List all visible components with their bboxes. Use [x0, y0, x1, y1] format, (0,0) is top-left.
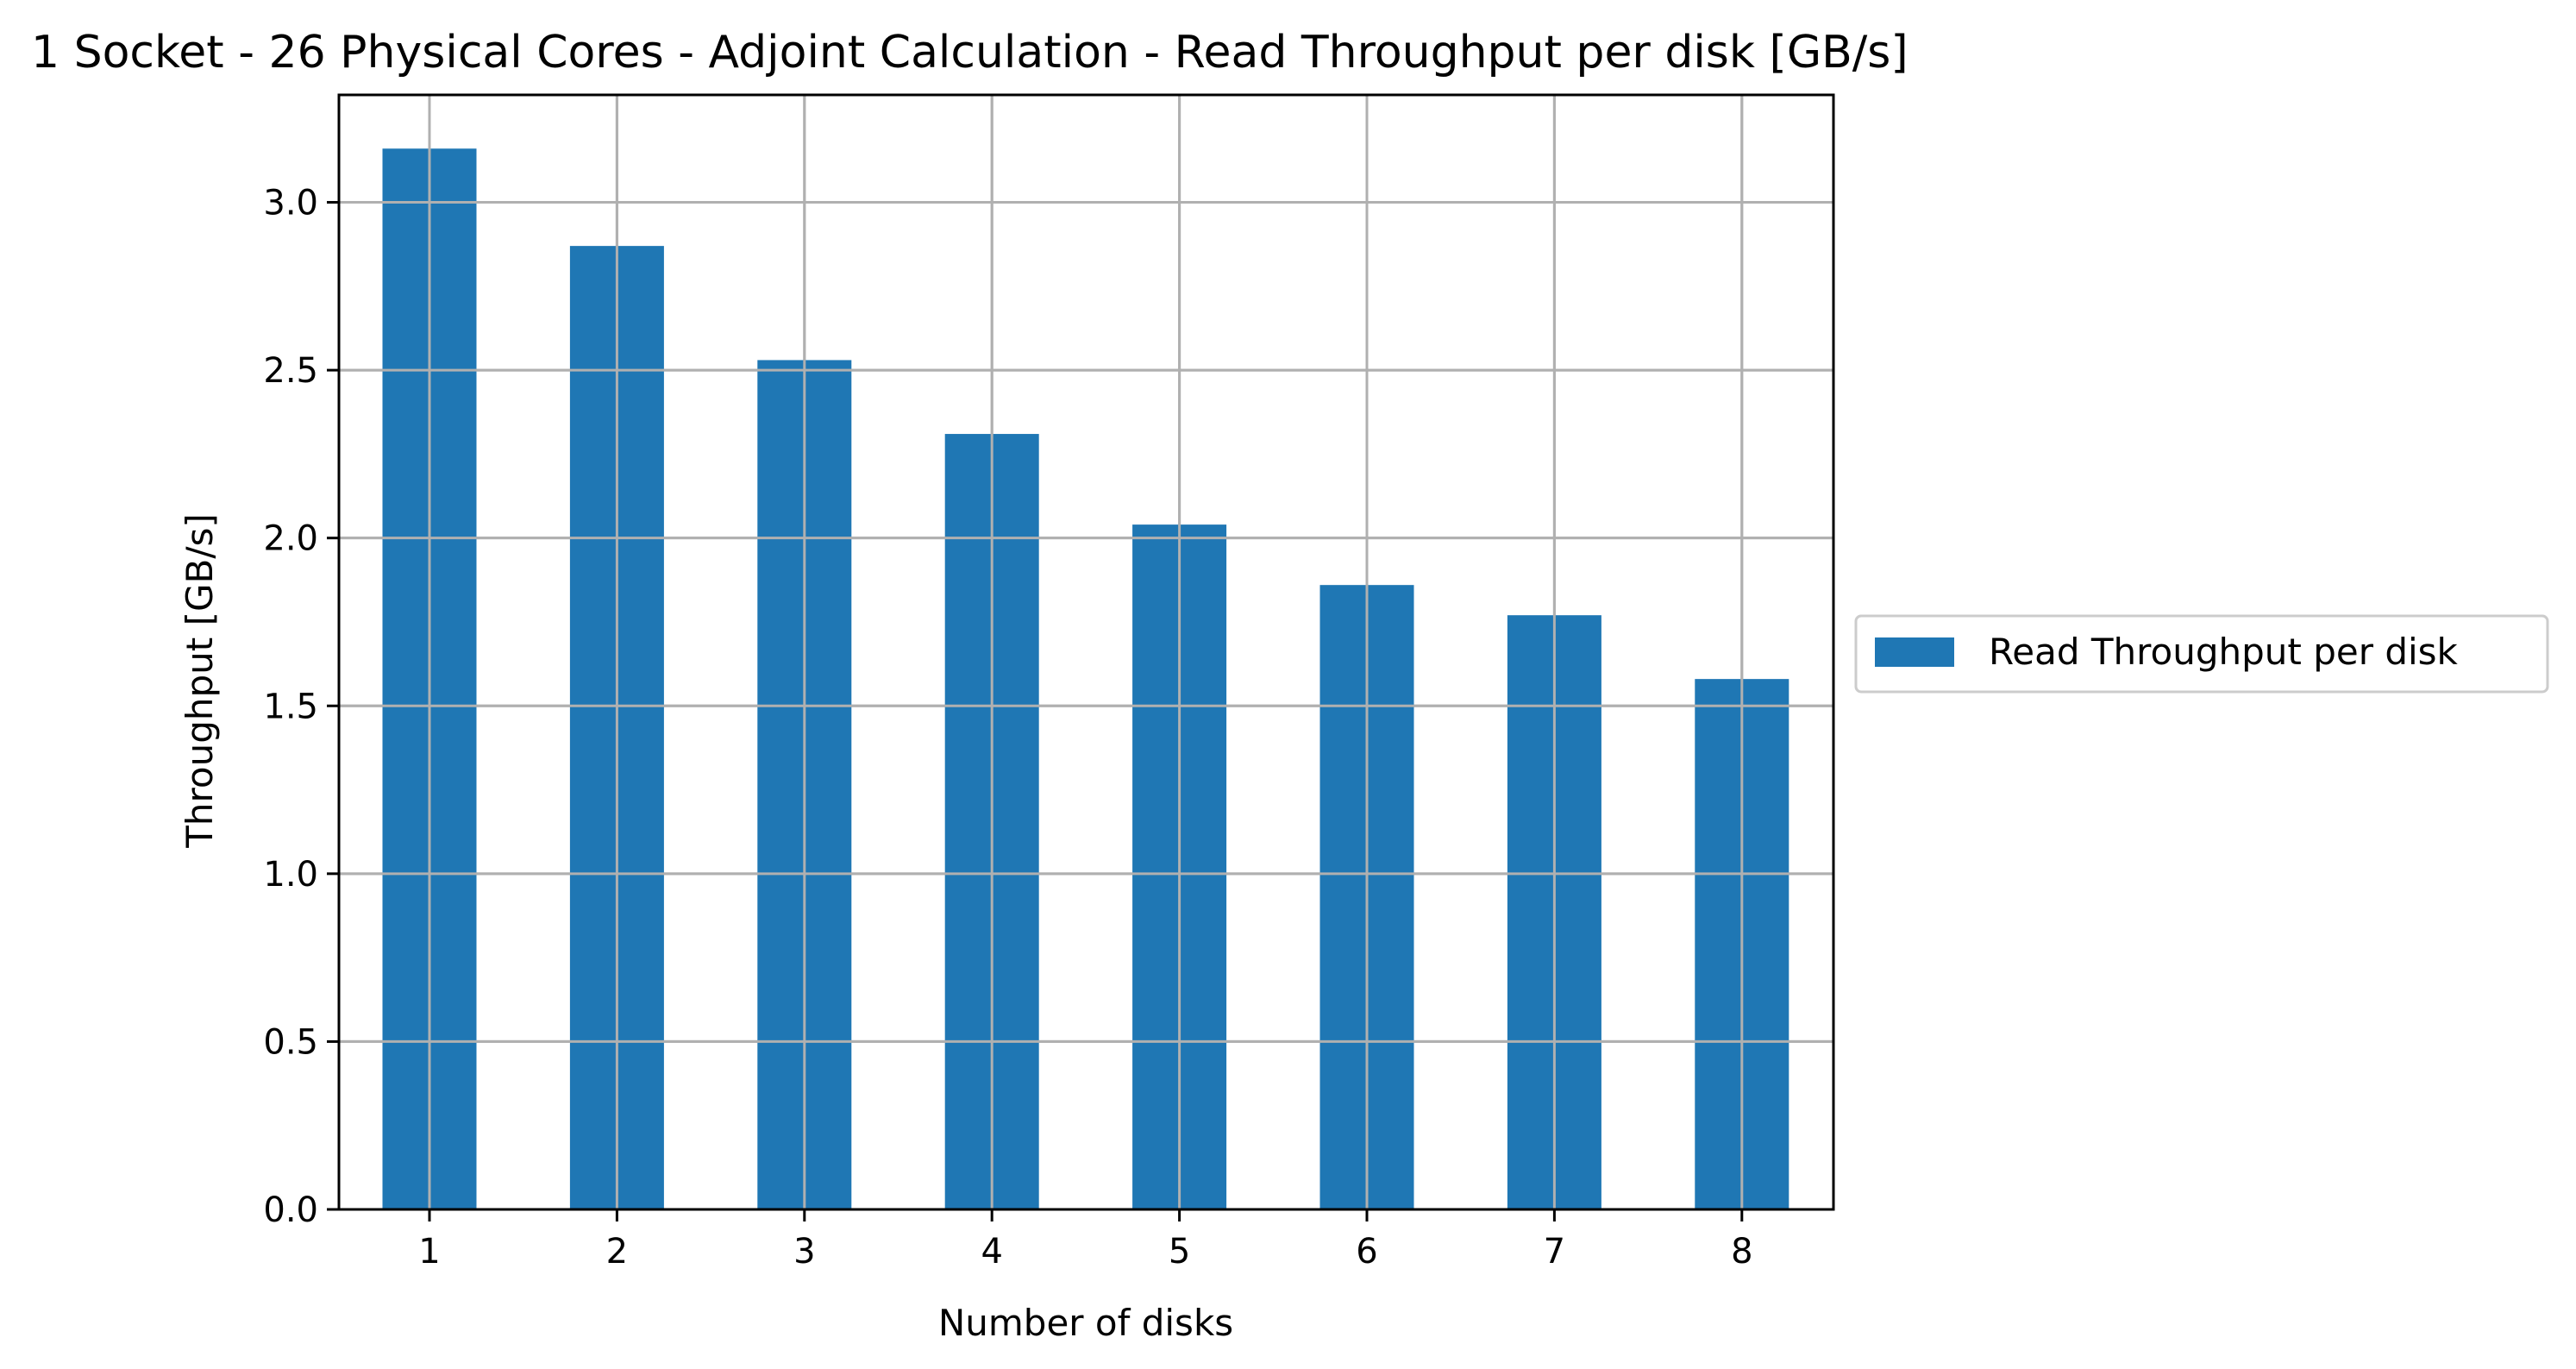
y-tick-label: 0.5 [263, 1022, 318, 1062]
x-axis-label: Number of disks [938, 1302, 1233, 1344]
bars [339, 95, 1833, 1211]
x-tick-label: 6 [1356, 1232, 1377, 1272]
y-tick-label: 0.0 [263, 1190, 318, 1230]
x-tick-label: 2 [606, 1232, 628, 1272]
legend-frame [1854, 614, 2549, 694]
x-tick-label: 5 [1169, 1232, 1190, 1272]
x-tick-label: 8 [1731, 1232, 1752, 1272]
plot-frame [337, 93, 1835, 1211]
y-tick-label: 3.0 [263, 184, 318, 223]
x-tick-label: 1 [418, 1232, 440, 1272]
y-tick-label: 2.0 [263, 519, 318, 559]
x-tick-label: 3 [793, 1232, 815, 1272]
legend: Read Throughput per disk [1854, 614, 2549, 694]
y-tick-label: 1.5 [263, 687, 318, 726]
axes: 0.0 0.5 1.0 1.5 2.0 2.5 3.0 1 2 3 4 5 6 7 8 [263, 93, 1835, 1272]
y-tick-label: 1.0 [263, 855, 318, 895]
y-axis-label: Throughput [GB/s] [179, 513, 221, 848]
x-tick-label: 7 [1544, 1232, 1565, 1272]
y-tick-label: 2.5 [263, 351, 318, 391]
legend-swatch-read-throughput [1875, 637, 1954, 667]
chart-title: 1 Socket - 26 Physical Cores - Adjoint C… [31, 27, 1908, 78]
legend-label-read-throughput: Read Throughput per disk [1989, 631, 2459, 673]
x-tick-label: 4 [981, 1232, 1002, 1272]
